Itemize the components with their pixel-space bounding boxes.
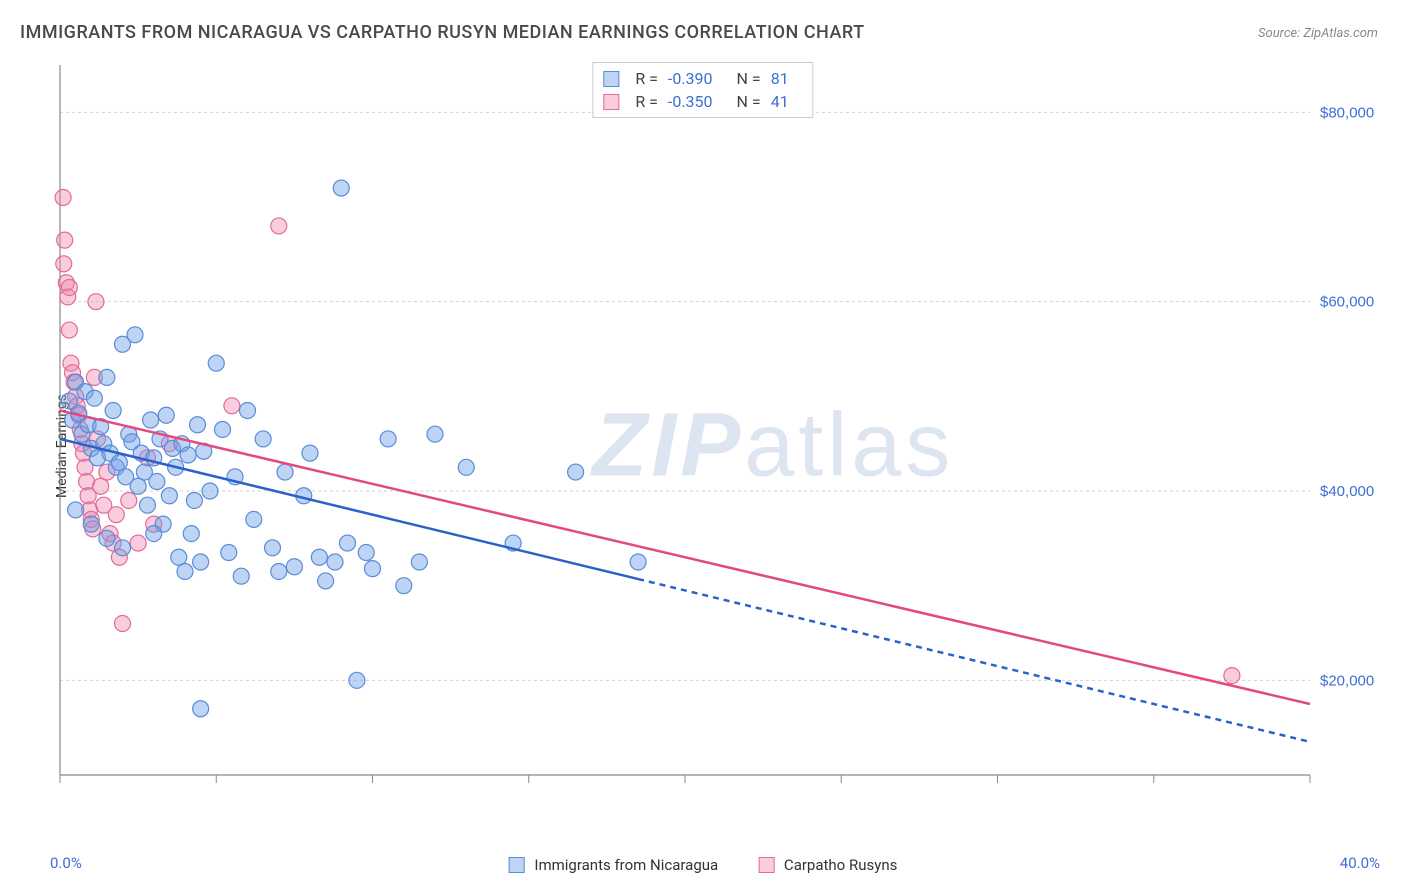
- stats-row-1: R = -0.350 N = 41: [603, 90, 802, 113]
- x-min-label: 0.0%: [50, 854, 82, 872]
- svg-text:$40,000: $40,000: [1320, 483, 1374, 500]
- stat-n-val-0: 81: [771, 69, 789, 88]
- stats-swatch-1: [603, 94, 619, 110]
- stats-legend: R = -0.390 N = 81 R = -0.350 N = 41: [592, 62, 813, 118]
- source-attribution: Source: ZipAtlas.com: [1258, 26, 1378, 41]
- chart-plot-area: $20,000 $40,000 $60,000 $80,000: [50, 55, 1380, 815]
- chart-svg: $20,000 $40,000 $60,000 $80,000: [50, 55, 1380, 815]
- chart-title: IMMIGRANTS FROM NICARAGUA VS CARPATHO RU…: [20, 22, 865, 43]
- svg-text:$20,000: $20,000: [1320, 672, 1374, 689]
- svg-text:$80,000: $80,000: [1320, 104, 1374, 121]
- stat-r-label-1: R =: [635, 92, 658, 111]
- stat-r-label-0: R =: [635, 69, 658, 88]
- stat-r-val-1: -0.350: [668, 92, 713, 111]
- stat-n-label-0: N =: [737, 69, 761, 88]
- x-max-label: 40.0%: [1340, 854, 1380, 872]
- svg-text:$60,000: $60,000: [1320, 294, 1374, 311]
- stats-row-0: R = -0.390 N = 81: [603, 67, 802, 90]
- stat-r-val-0: -0.390: [668, 69, 713, 88]
- stat-n-label-1: N =: [737, 92, 761, 111]
- stat-n-val-1: 41: [771, 92, 789, 111]
- stats-swatch-0: [603, 71, 619, 87]
- x-axis-labels: 0.0% 40.0%: [50, 854, 1380, 872]
